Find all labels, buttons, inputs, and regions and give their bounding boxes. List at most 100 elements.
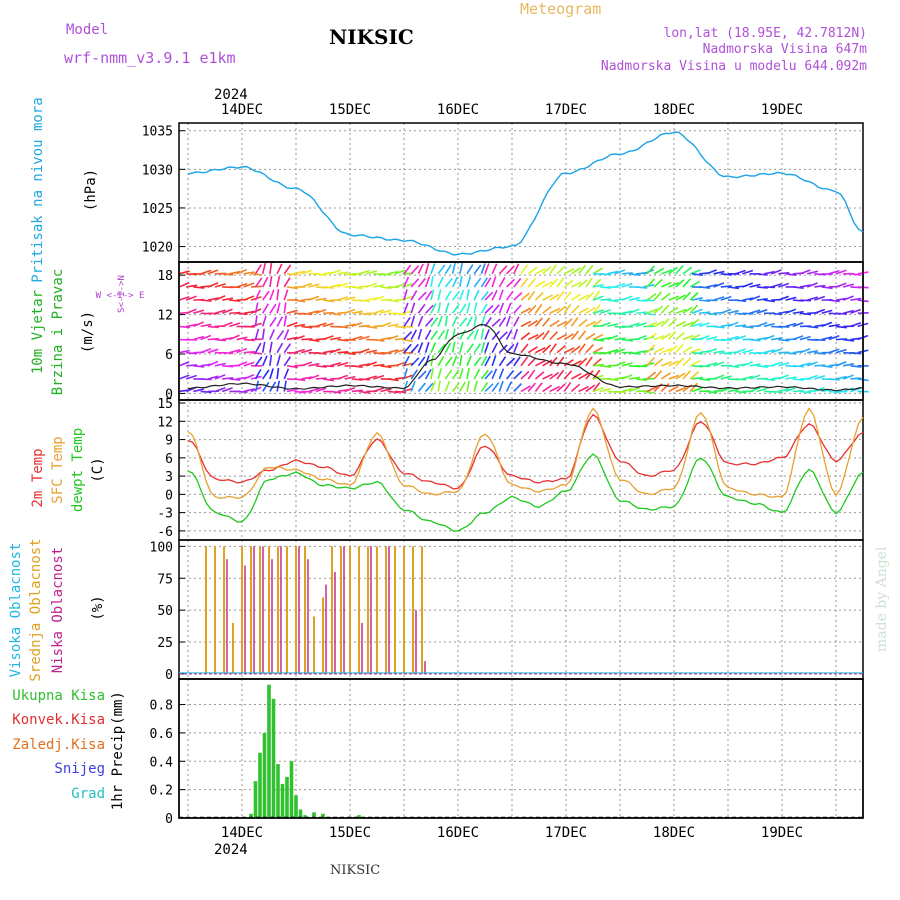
wind-barb bbox=[322, 378, 334, 382]
wind-barb bbox=[459, 289, 465, 301]
wind-barb bbox=[498, 302, 505, 314]
wind-barb bbox=[828, 378, 840, 381]
bottom-day-label: 17DEC bbox=[545, 825, 587, 841]
wind-barb bbox=[491, 368, 498, 380]
wind-barb bbox=[636, 286, 648, 289]
wind-barb bbox=[403, 368, 408, 380]
wind-barb bbox=[792, 378, 804, 382]
wind-barb bbox=[585, 384, 596, 393]
wind-barb bbox=[713, 374, 725, 380]
wind-barb bbox=[344, 351, 356, 356]
wind-barb bbox=[459, 317, 468, 327]
wind-barb bbox=[735, 390, 747, 394]
wind-barb bbox=[689, 280, 701, 288]
wind-barb bbox=[785, 322, 797, 328]
wind-barb bbox=[424, 263, 430, 275]
wind-barb bbox=[207, 269, 219, 275]
wind-barb bbox=[720, 295, 732, 301]
wind-barb bbox=[283, 329, 290, 340]
y-tick-label: 0 bbox=[165, 812, 173, 827]
wind-barb bbox=[243, 388, 255, 393]
wind-barb bbox=[571, 281, 582, 288]
wind-barb bbox=[498, 380, 504, 392]
wind-barb bbox=[283, 368, 290, 380]
wind-barb bbox=[807, 350, 819, 354]
wind-barb bbox=[365, 270, 378, 275]
wind-barb bbox=[534, 291, 544, 301]
wind-barb bbox=[668, 318, 678, 327]
temp-ylabel-2: SFC Temp bbox=[50, 436, 66, 503]
wind-barb bbox=[720, 308, 732, 315]
wind-barb bbox=[498, 289, 504, 301]
y-tick-label: 18 bbox=[157, 269, 173, 284]
wind-barb bbox=[402, 338, 414, 342]
top-day-label: 17DEC bbox=[545, 102, 587, 118]
wind-barb bbox=[444, 369, 453, 380]
wind-barb bbox=[821, 273, 833, 276]
wind-barb bbox=[308, 387, 320, 393]
wind-barb bbox=[417, 356, 426, 367]
wind-barb bbox=[628, 322, 640, 328]
wind-barb bbox=[373, 351, 385, 355]
wind-barb bbox=[799, 347, 811, 354]
model-name: wrf-nmm_v3.9.1 e1km bbox=[64, 49, 236, 67]
wind-barb bbox=[749, 295, 761, 301]
wind-barb bbox=[527, 357, 537, 367]
wind-barb bbox=[222, 377, 234, 380]
wind-barb bbox=[527, 319, 538, 328]
precip-bar bbox=[294, 795, 298, 818]
wind-barb bbox=[742, 361, 753, 367]
wind-barb bbox=[505, 370, 515, 380]
wind-barb bbox=[254, 342, 262, 354]
y-tick-label: 15 bbox=[157, 397, 173, 412]
wind-barb bbox=[675, 343, 684, 354]
wind-barb bbox=[351, 310, 363, 315]
wind-barb bbox=[682, 278, 691, 288]
wind-barb bbox=[484, 342, 490, 353]
wind-barb bbox=[807, 270, 819, 275]
wind-barb bbox=[628, 308, 640, 315]
wind-barb bbox=[473, 302, 478, 314]
wind-barb bbox=[835, 348, 847, 354]
wind-barb bbox=[283, 277, 291, 288]
wind-barb bbox=[621, 387, 633, 393]
wind-barb bbox=[301, 376, 313, 380]
wind-barb bbox=[294, 270, 306, 275]
precip-panel: Ukupna Kisa Konvek.Kisa Zaledj.Kisa Snij… bbox=[12, 678, 864, 827]
wind-barb bbox=[682, 306, 693, 314]
wind-barb bbox=[236, 361, 248, 367]
wind-barb bbox=[770, 283, 782, 288]
wind-barb bbox=[778, 338, 790, 342]
wind-barb bbox=[675, 265, 684, 275]
wind-barb bbox=[254, 315, 258, 327]
wind-barb bbox=[480, 369, 489, 380]
wind-barb bbox=[570, 317, 579, 327]
wind-barb bbox=[592, 346, 604, 354]
wind-barb bbox=[466, 264, 474, 275]
wind-barb bbox=[451, 355, 458, 367]
wind-barb bbox=[380, 309, 392, 315]
precip-bar bbox=[321, 813, 325, 818]
wind-barb bbox=[308, 338, 320, 342]
wind-barb bbox=[513, 370, 523, 380]
wind-barb bbox=[682, 266, 693, 275]
meteogram-title: Meteogram bbox=[520, 0, 601, 18]
wind-barb bbox=[491, 304, 500, 314]
wind-barb bbox=[444, 277, 453, 288]
wind-barb bbox=[243, 361, 255, 367]
wind-barb bbox=[756, 365, 768, 368]
wind-barb bbox=[459, 354, 463, 366]
y-tick-label: 0 bbox=[165, 488, 173, 503]
wind-barb bbox=[691, 386, 703, 393]
wind-barb bbox=[682, 370, 691, 380]
wind-barb bbox=[254, 277, 263, 288]
wind-barb bbox=[351, 286, 363, 290]
wind-barb bbox=[506, 357, 516, 367]
wind-barb bbox=[491, 342, 498, 354]
wind-barb bbox=[592, 363, 605, 367]
y-tick-label: 1030 bbox=[142, 163, 173, 178]
wind-barb bbox=[585, 356, 593, 367]
wind-barb bbox=[520, 356, 529, 367]
wind-barb bbox=[727, 321, 739, 328]
wind-barb bbox=[653, 370, 663, 380]
